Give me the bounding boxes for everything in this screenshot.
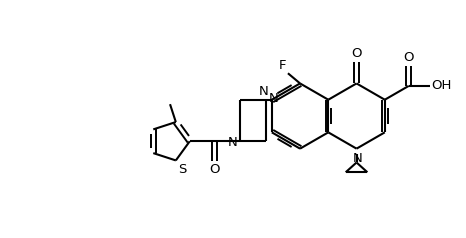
Text: N: N <box>269 92 279 105</box>
Text: N: N <box>353 152 363 165</box>
Text: OH: OH <box>432 79 452 92</box>
Text: S: S <box>178 164 186 176</box>
Text: F: F <box>279 59 286 72</box>
Text: N: N <box>227 136 237 149</box>
Text: O: O <box>351 47 362 60</box>
Text: O: O <box>404 51 414 64</box>
Text: O: O <box>209 163 220 176</box>
Text: N: N <box>259 85 269 98</box>
